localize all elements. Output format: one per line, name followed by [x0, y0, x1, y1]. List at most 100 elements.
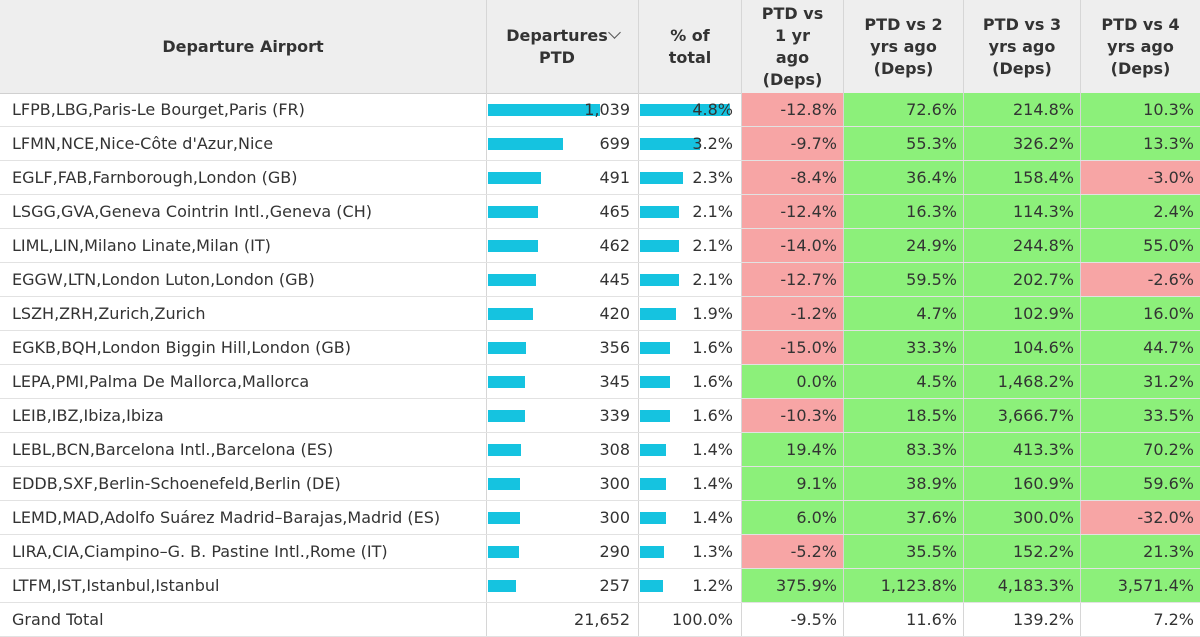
vs-1yr-cell: 0.0%: [742, 365, 844, 398]
table-row[interactable]: EGGW,LTN,London Luton,London (GB) 445 2.1%…: [0, 263, 1200, 297]
vs-2yr-cell: 24.9%: [844, 229, 964, 262]
header-departures-ptd[interactable]: Departures PTD: [487, 0, 639, 93]
header-vs-4yr[interactable]: PTD vs 4 yrs ago (Deps): [1101, 14, 1180, 78]
pct-total-bar: [640, 342, 670, 354]
departures-bar: [488, 172, 541, 184]
departures-cell: 356: [487, 331, 639, 364]
pct-total-cell: 1.9%: [639, 297, 742, 330]
vs-3yr-cell: 244.8%: [964, 229, 1081, 262]
departures-value: 465: [599, 202, 630, 221]
airport-name: EGLF,FAB,Farnborough,London (GB): [0, 161, 487, 194]
departures-value: 300: [599, 508, 630, 527]
vs-2yr-cell: 16.3%: [844, 195, 964, 228]
pct-total-bar: [640, 580, 663, 592]
pct-total-bar: [640, 274, 679, 286]
vs-3yr-cell: 214.8%: [964, 93, 1081, 126]
airport-name: LTFM,IST,Istanbul,Istanbul: [0, 569, 487, 602]
pct-total-value: 2.3%: [692, 168, 733, 187]
vs-1yr-cell: 6.0%: [742, 501, 844, 534]
airport-name: LEMD,MAD,Adolfo Suárez Madrid–Barajas,Ma…: [0, 501, 487, 534]
vs-1yr-cell: -5.2%: [742, 535, 844, 568]
airport-name: LIML,LIN,Milano Linate,Milan (IT): [0, 229, 487, 262]
header-vs-2yr[interactable]: PTD vs 2 yrs ago (Deps): [844, 0, 964, 93]
pct-total-bar: [640, 240, 679, 252]
vs-2yr-cell: 72.6%: [844, 93, 964, 126]
pct-total-value: 4.8%: [692, 100, 733, 119]
vs-2yr-cell: 1,123.8%: [844, 569, 964, 602]
vs-2yr-cell: 38.9%: [844, 467, 964, 500]
pct-total-cell: 1.6%: [639, 331, 742, 364]
table-row[interactable]: EGLF,FAB,Farnborough,London (GB) 491 2.3% -…: [0, 161, 1200, 195]
departures-bar: [488, 308, 533, 320]
vs-3yr-cell: 102.9%: [964, 297, 1081, 330]
vs-4yr-cell: 21.3%: [1081, 535, 1200, 568]
departures-cell: 699: [487, 127, 639, 160]
departures-value: 300: [599, 474, 630, 493]
departures-bar: [488, 410, 525, 422]
vs-4yr-cell: 59.6%: [1081, 467, 1200, 500]
header-departure-airport[interactable]: Departure Airport: [0, 0, 487, 93]
pct-total-value: 1.4%: [692, 508, 733, 527]
table-row[interactable]: LIRA,CIA,Ciampino–G. B. Pastine Intl.,Ro…: [0, 535, 1200, 569]
vs-2yr-cell: 36.4%: [844, 161, 964, 194]
table-row[interactable]: LSZH,ZRH,Zurich,Zurich 420 1.9% -1.2% 4.7% 10…: [0, 297, 1200, 331]
pct-total-cell: 2.1%: [639, 263, 742, 296]
pct-total-bar: [640, 444, 666, 456]
header-vs-3yr[interactable]: PTD vs 3 yrs ago (Deps): [964, 0, 1081, 93]
table-row[interactable]: LIML,LIN,Milano Linate,Milan (IT) 462 2.1%…: [0, 229, 1200, 263]
table-row[interactable]: LEMD,MAD,Adolfo Suárez Madrid–Barajas,Ma…: [0, 501, 1200, 535]
departures-value: 339: [599, 406, 630, 425]
vs-4yr-cell: 13.3%: [1081, 127, 1200, 160]
airport-name: LSZH,ZRH,Zurich,Zurich: [0, 297, 487, 330]
departures-cell: 445: [487, 263, 639, 296]
table-row[interactable]: LTFM,IST,Istanbul,Istanbul 257 1.2% 375.9% 1…: [0, 569, 1200, 603]
departures-value: 491: [599, 168, 630, 187]
departures-bar: [488, 274, 536, 286]
departures-bar: [488, 376, 525, 388]
vs-2yr-cell: 35.5%: [844, 535, 964, 568]
table-row[interactable]: LEBL,BCN,Barcelona Intl.,Barcelona (ES) 3…: [0, 433, 1200, 467]
total-pct: 100.0%: [639, 603, 742, 636]
vs-2yr-cell: 55.3%: [844, 127, 964, 160]
table-row[interactable]: EGKB,BQH,London Biggin Hill,London (GB) 3…: [0, 331, 1200, 365]
pct-total-bar: [640, 308, 676, 320]
vs-4yr-cell: -2.6%: [1081, 263, 1200, 296]
table-row[interactable]: LSGG,GVA,Geneva Cointrin Intl.,Geneva (C…: [0, 195, 1200, 229]
vs-4yr-cell: 55.0%: [1081, 229, 1200, 262]
airport-name: LFPB,LBG,Paris-Le Bourget,Paris (FR): [0, 93, 487, 126]
table-row[interactable]: LFMN,NCE,Nice-Côte d'Azur,Nice 699 3.2% -9.…: [0, 127, 1200, 161]
vs-1yr-cell: -1.2%: [742, 297, 844, 330]
departures-cell: 465: [487, 195, 639, 228]
pct-total-cell: 1.2%: [639, 569, 742, 602]
departures-cell: 462: [487, 229, 639, 262]
header-pct-total[interactable]: % of total: [639, 0, 742, 93]
table-row[interactable]: LEPA,PMI,Palma De Mallorca,Mallorca 345 1.…: [0, 365, 1200, 399]
departures-value: 257: [599, 576, 630, 595]
vs-4yr-cell: 70.2%: [1081, 433, 1200, 466]
vs-3yr-cell: 413.3%: [964, 433, 1081, 466]
departures-bar: [488, 546, 519, 558]
pct-total-value: 1.4%: [692, 440, 733, 459]
vs-2yr-cell: 18.5%: [844, 399, 964, 432]
pct-total-cell: 1.6%: [639, 365, 742, 398]
pct-total-cell: 1.4%: [639, 467, 742, 500]
pct-total-value: 1.6%: [692, 406, 733, 425]
departures-cell: 420: [487, 297, 639, 330]
vs-3yr-cell: 300.0%: [964, 501, 1081, 534]
vs-4yr-cell: 16.0%: [1081, 297, 1200, 330]
departures-cell: 290: [487, 535, 639, 568]
total-vs-1yr: -9.5%: [742, 603, 844, 636]
vs-1yr-cell: -8.4%: [742, 161, 844, 194]
table-row[interactable]: LEIB,IBZ,Ibiza,Ibiza 339 1.6% -10.3% 18.5% 3,…: [0, 399, 1200, 433]
table-row[interactable]: LFPB,LBG,Paris-Le Bourget,Paris (FR) 1,03…: [0, 93, 1200, 127]
vs-1yr-cell: 19.4%: [742, 433, 844, 466]
table-row[interactable]: EDDB,SXF,Berlin-Schoenefeld,Berlin (DE) 3…: [0, 467, 1200, 501]
sort-chevron-down-icon[interactable]: [607, 26, 621, 39]
airport-name: LEIB,IBZ,Ibiza,Ibiza: [0, 399, 487, 432]
vs-4yr-cell: -3.0%: [1081, 161, 1200, 194]
header-vs-1yr[interactable]: PTD vs 1 yr ago (Deps): [742, 0, 844, 93]
pct-total-cell: 3.2%: [639, 127, 742, 160]
vs-2yr-cell: 37.6%: [844, 501, 964, 534]
departures-bar: [488, 206, 538, 218]
total-departures: 21,652: [487, 603, 639, 636]
